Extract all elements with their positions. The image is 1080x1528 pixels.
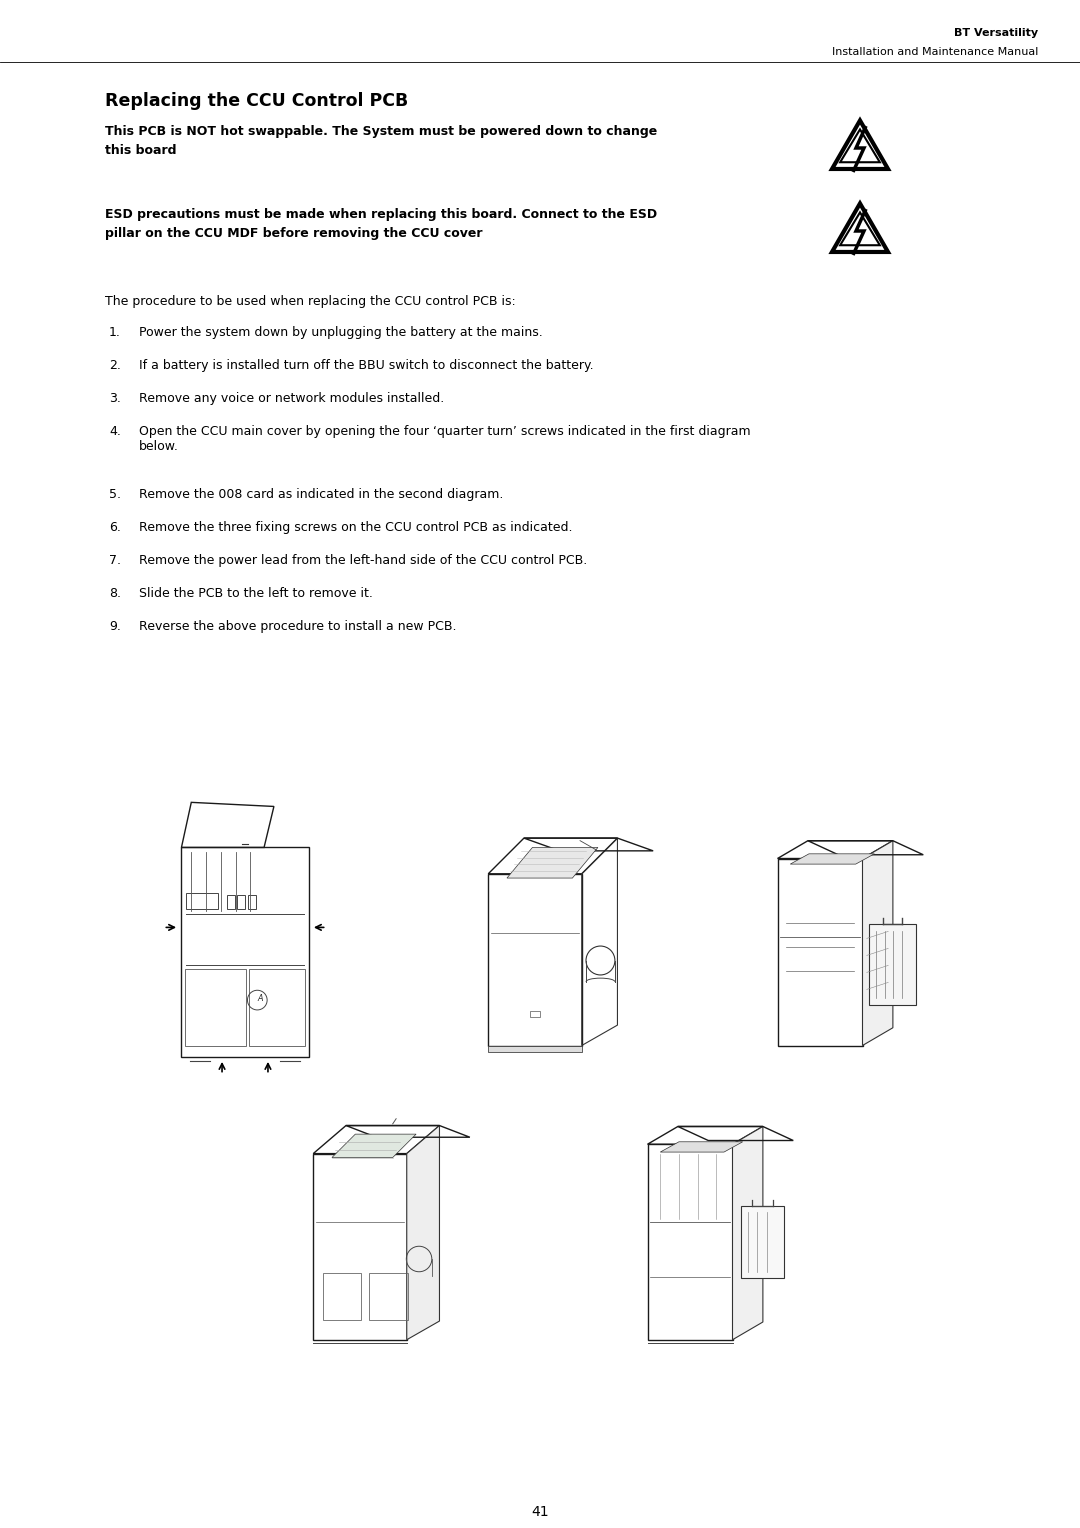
Bar [369, 1273, 407, 1320]
Polygon shape [407, 1126, 440, 1340]
Polygon shape [507, 848, 598, 879]
Text: 4.: 4. [109, 425, 121, 439]
Text: Installation and Maintenance Manual: Installation and Maintenance Manual [832, 46, 1038, 57]
Text: Remove the three fixing screws on the CCU control PCB as indicated.: Remove the three fixing screws on the CC… [139, 521, 572, 533]
Polygon shape [660, 1141, 743, 1152]
Bar [323, 1273, 361, 1320]
Text: ESD precautions must be made when replacing this board. Connect to the ESD
pilla: ESD precautions must be made when replac… [105, 208, 657, 240]
Text: Replacing the CCU Control PCB: Replacing the CCU Control PCB [105, 92, 408, 110]
Polygon shape [732, 1126, 762, 1340]
Bar [181, 848, 309, 1056]
Text: 8.: 8. [109, 587, 121, 599]
Text: If a battery is installed turn off the BBU switch to disconnect the battery.: If a battery is installed turn off the B… [139, 359, 594, 371]
Text: 5.: 5. [109, 487, 121, 501]
Text: Open the CCU main cover by opening the four ‘quarter turn’ screws indicated in t: Open the CCU main cover by opening the f… [139, 425, 751, 452]
Polygon shape [488, 1045, 582, 1053]
Text: 9.: 9. [109, 619, 121, 633]
Text: 7.: 7. [109, 553, 121, 567]
Bar [248, 895, 256, 909]
Polygon shape [332, 1134, 416, 1158]
Bar [530, 1010, 540, 1018]
Bar [227, 895, 234, 909]
Bar [249, 969, 306, 1047]
Text: Remove the power lead from the left-hand side of the CCU control PCB.: Remove the power lead from the left-hand… [139, 553, 588, 567]
Text: 2.: 2. [109, 359, 121, 371]
Text: The procedure to be used when replacing the CCU control PCB is:: The procedure to be used when replacing … [105, 295, 516, 309]
Text: A: A [257, 993, 262, 1002]
Bar [187, 892, 217, 909]
Text: Reverse the above procedure to install a new PCB.: Reverse the above procedure to install a… [139, 619, 457, 633]
Text: 3.: 3. [109, 393, 121, 405]
Bar [741, 1206, 783, 1277]
Bar [185, 969, 246, 1047]
Text: 1.: 1. [109, 325, 121, 339]
Text: 6.: 6. [109, 521, 121, 533]
Text: Remove the 008 card as indicated in the second diagram.: Remove the 008 card as indicated in the … [139, 487, 503, 501]
Bar [869, 924, 916, 1005]
Text: Remove any voice or network modules installed.: Remove any voice or network modules inst… [139, 393, 444, 405]
Text: 41: 41 [531, 1505, 549, 1519]
Text: Power the system down by unplugging the battery at the mains.: Power the system down by unplugging the … [139, 325, 543, 339]
Text: BT Versatility: BT Versatility [954, 28, 1038, 38]
Text: This PCB is NOT hot swappable. The System must be powered down to change
this bo: This PCB is NOT hot swappable. The Syste… [105, 125, 658, 157]
Polygon shape [863, 840, 893, 1045]
Bar [238, 895, 245, 909]
Text: Slide the PCB to the left to remove it.: Slide the PCB to the left to remove it. [139, 587, 373, 599]
Polygon shape [791, 854, 875, 865]
